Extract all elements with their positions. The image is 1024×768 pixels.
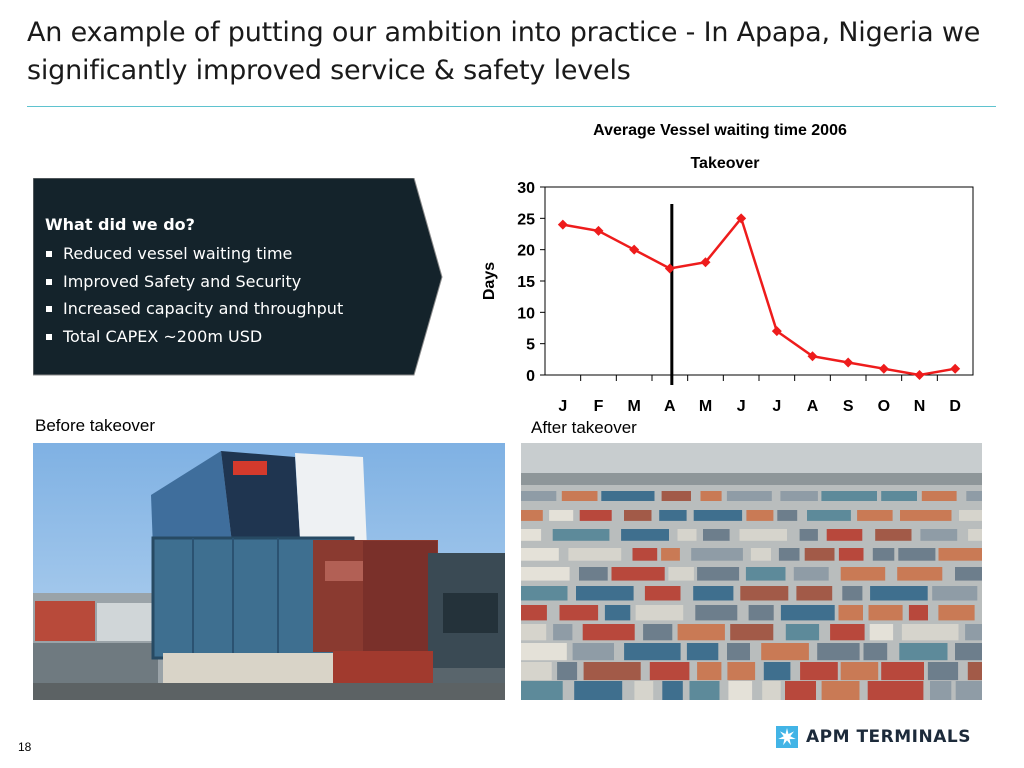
data-point (700, 257, 711, 268)
after-takeover-photo (521, 443, 982, 700)
logo-text: APM TERMINALS (806, 727, 971, 747)
data-point (771, 326, 782, 337)
x-tick-label: S (843, 398, 854, 415)
x-tick-label: N (914, 398, 926, 415)
bullet-text: Reduced vessel waiting time (63, 244, 293, 263)
apm-terminals-logo: APM TERMINALS (776, 725, 971, 749)
callout-box: What did we do? Reduced vessel waiting t… (33, 178, 443, 376)
slide-title: An example of putting our ambition into … (27, 17, 981, 86)
x-tick-label: F (594, 398, 604, 415)
y-tick-label: 30 (517, 180, 535, 197)
callout-heading: What did we do? (45, 215, 195, 234)
bullet-square-icon (46, 333, 52, 340)
callout-content: What did we do? Reduced vessel waiting t… (45, 212, 425, 350)
data-point (843, 357, 854, 368)
x-tick-label: O (878, 398, 890, 415)
y-axis-label: Days (481, 262, 498, 300)
x-tick-label: M (699, 398, 712, 415)
plot-area (544, 186, 974, 376)
title-divider (27, 106, 996, 107)
bullet-item: Total CAPEX ~200m USD (45, 323, 425, 351)
data-point (593, 225, 604, 236)
x-tick-label: J (772, 398, 781, 415)
y-tick-label: 25 (517, 211, 535, 228)
bullet-text: Improved Safety and Security (63, 271, 302, 291)
bullet-item: Improved Safety and Security (45, 268, 425, 296)
x-tick-label: A (807, 398, 819, 415)
x-tick-label: A (664, 398, 676, 415)
bullet-square-icon (46, 306, 52, 312)
bullet-text: Increased capacity and throughput (63, 299, 344, 318)
x-tick-label: J (558, 398, 567, 415)
bullet-text: Total CAPEX ~200m USD (63, 326, 263, 346)
bullet-item: Reduced vessel waiting time (45, 240, 425, 268)
before-takeover-photo (33, 443, 505, 700)
takeover-annotation-label: Takeover (690, 155, 760, 172)
chart-title: Average Vessel waiting time 2006 (593, 122, 847, 139)
y-tick-label: 20 (517, 243, 535, 260)
data-point (950, 363, 961, 374)
callout-arrow-shape (33, 178, 443, 376)
bullet-item: Increased capacity and throughput (45, 295, 425, 323)
data-point (878, 363, 889, 374)
series-line (562, 215, 956, 377)
data-point (664, 263, 675, 274)
after-takeover-label: After takeover (531, 418, 637, 437)
page-number: 18 (18, 740, 32, 754)
bullet-square-icon (46, 251, 52, 257)
x-tick-label: J (737, 398, 746, 415)
y-tick-label: 0 (526, 368, 535, 385)
data-point (736, 213, 747, 224)
y-tick-label: 5 (526, 337, 535, 354)
bullet-square-icon (46, 278, 52, 285)
seven-pointed-star-icon (776, 726, 798, 748)
before-takeover-label: Before takeover (35, 416, 156, 435)
y-tick-label: 10 (517, 305, 535, 322)
x-tick-label: M (628, 398, 641, 415)
data-point (914, 370, 925, 380)
data-point (629, 244, 640, 255)
callout-bullet-list: Reduced vessel waiting time Improved Saf… (45, 240, 425, 350)
waiting-time-line-chart: 0 5 10 15 20 25 30 J F M A M J J A S O N D Days (481, 180, 974, 415)
x-tick-label: D (949, 398, 961, 415)
data-point (807, 351, 818, 362)
data-point (557, 219, 568, 230)
y-tick-label: 15 (517, 274, 535, 291)
